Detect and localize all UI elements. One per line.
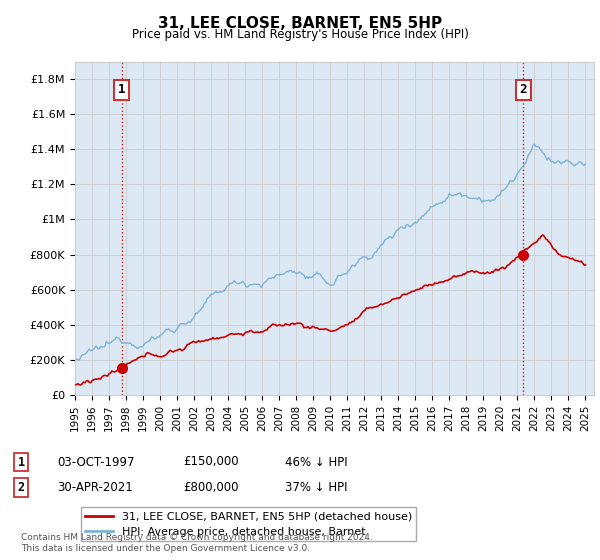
Text: Price paid vs. HM Land Registry's House Price Index (HPI): Price paid vs. HM Land Registry's House … — [131, 28, 469, 41]
Text: 46% ↓ HPI: 46% ↓ HPI — [285, 455, 347, 469]
Text: 31, LEE CLOSE, BARNET, EN5 5HP: 31, LEE CLOSE, BARNET, EN5 5HP — [158, 16, 442, 31]
Legend: 31, LEE CLOSE, BARNET, EN5 5HP (detached house), HPI: Average price, detached ho: 31, LEE CLOSE, BARNET, EN5 5HP (detached… — [80, 507, 416, 542]
Text: 2: 2 — [519, 83, 527, 96]
Text: £800,000: £800,000 — [183, 480, 239, 494]
Text: 30-APR-2021: 30-APR-2021 — [57, 480, 133, 494]
Text: 1: 1 — [118, 83, 125, 96]
Text: Contains HM Land Registry data © Crown copyright and database right 2024.
This d: Contains HM Land Registry data © Crown c… — [21, 533, 373, 553]
Text: 37% ↓ HPI: 37% ↓ HPI — [285, 480, 347, 494]
Text: £150,000: £150,000 — [183, 455, 239, 469]
Text: 03-OCT-1997: 03-OCT-1997 — [57, 455, 134, 469]
Text: 2: 2 — [17, 480, 25, 494]
Text: 1: 1 — [17, 455, 25, 469]
